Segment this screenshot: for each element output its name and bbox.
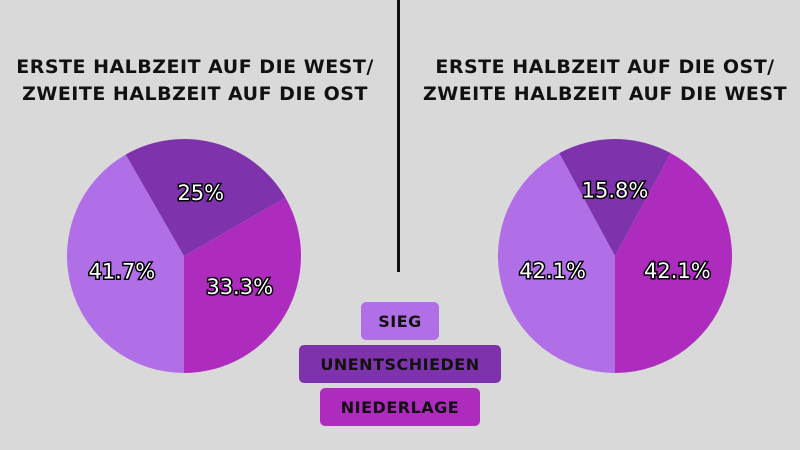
legend-label-unentschieden: UNENTSCHIEDEN	[320, 354, 480, 374]
pie-right-slice-niederlage	[615, 153, 732, 373]
chart-title-right: ERSTE HALBZEIT AUF DIE OST/ ZWEITE HALBZ…	[410, 54, 800, 108]
legend-label-sieg: SIEG	[378, 311, 422, 331]
pie-left-label-sieg: 41.7%	[88, 260, 155, 284]
pie-right-label-niederlage: 42.1%	[644, 259, 711, 283]
legend-label-niederlage: NIEDERLAGE	[340, 397, 460, 417]
chart-title-left-line-2: ZWEITE HALBZEIT AUF DIE OST	[22, 83, 368, 105]
chart-title-left: ERSTE HALBZEIT AUF DIE WEST/ ZWEITE HALB…	[0, 54, 395, 108]
pie-right-label-unentschieden: 15.8%	[582, 179, 649, 203]
chart-title-left-line-1: ERSTE HALBZEIT AUF DIE WEST/	[16, 56, 374, 78]
legend-item-niederlage: NIEDERLAGE	[320, 388, 480, 426]
pie-right-slice-sieg	[498, 153, 615, 373]
chart-title-right-line-1: ERSTE HALBZEIT AUF DIE OST/	[435, 56, 775, 78]
pie-left-label-niederlage: 33.3%	[206, 275, 273, 299]
pie-right-label-sieg: 42.1%	[519, 259, 586, 283]
center-divider	[397, 0, 400, 272]
chart-title-right-line-2: ZWEITE HALBZEIT AUF DIE WEST	[422, 83, 788, 105]
legend-item-unentschieden: UNENTSCHIEDEN	[299, 345, 501, 383]
legend-item-sieg: SIEG	[361, 302, 439, 340]
pie-left-slice-unentschieden	[125, 139, 286, 256]
pie-left-label-unentschieden: 25%	[177, 181, 224, 205]
pie-left-slice-sieg	[67, 154, 184, 373]
pie-right-slice-unentschieden	[559, 139, 671, 256]
pie-left-slice-niederlage	[184, 197, 301, 373]
